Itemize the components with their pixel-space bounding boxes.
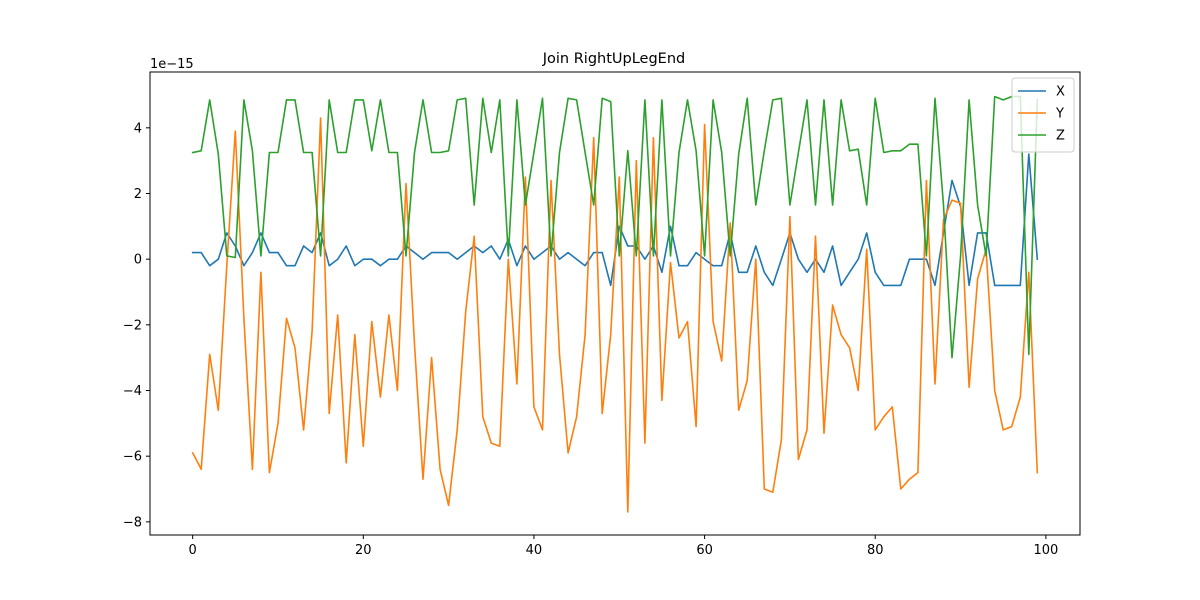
y-axis-offset-text: 1e−15 (150, 57, 194, 72)
legend: XYZ (1011, 77, 1075, 153)
legend-label-z: Z (1056, 129, 1065, 144)
y-tick-label: 0 (134, 253, 142, 268)
chart-title: Join RightUpLegEnd (542, 51, 685, 67)
x-tick-label: 40 (526, 543, 543, 558)
y-tick-label: 2 (134, 187, 142, 202)
y-tick-label: 4 (134, 121, 142, 136)
series-line-y (191, 117, 1039, 513)
plot-lines (191, 95, 1039, 513)
y-tick-label: −8 (123, 515, 142, 530)
x-tick-label: 80 (867, 543, 884, 558)
x-tick-label: 0 (189, 543, 197, 558)
axis-ticks: 0 20 40 60 80 100 −8 −6 −4 −2 0 2 4 (123, 121, 1058, 558)
x-tick-label: 100 (1033, 543, 1058, 558)
x-tick-label: 60 (696, 543, 713, 558)
y-tick-label: −6 (123, 450, 142, 465)
y-tick-label: −4 (123, 384, 142, 399)
y-tick-label: −2 (123, 318, 142, 333)
plot-area-frame (149, 71, 1081, 536)
x-tick-label: 20 (355, 543, 372, 558)
legend-label-y: Y (1055, 107, 1064, 122)
series-line-z (191, 95, 1039, 359)
legend-label-x: X (1056, 85, 1065, 100)
legend-box (1011, 77, 1075, 153)
